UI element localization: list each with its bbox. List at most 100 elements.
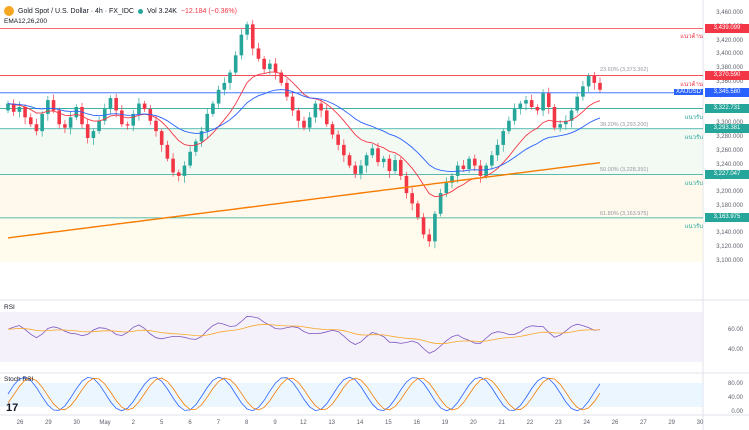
candle[interactable] — [484, 165, 488, 176]
candle[interactable] — [546, 93, 551, 107]
candle[interactable] — [40, 113, 44, 132]
candle[interactable] — [370, 148, 375, 156]
candle[interactable] — [416, 203, 420, 218]
candle[interactable] — [347, 155, 352, 166]
candle[interactable] — [165, 144, 170, 159]
candle[interactable] — [114, 98, 118, 111]
candle[interactable] — [342, 144, 346, 156]
candle[interactable] — [501, 131, 506, 145]
candle[interactable] — [6, 103, 10, 111]
level-price-tag[interactable]: 3,227.047 — [705, 170, 749, 179]
candle[interactable] — [216, 89, 221, 104]
candle[interactable] — [239, 34, 244, 56]
symbol-title[interactable]: Gold Spot / U.S. Dollar · 4h · FX_IDC — [18, 7, 134, 15]
candle[interactable] — [330, 124, 335, 135]
candle[interactable] — [421, 217, 426, 235]
candle[interactable] — [535, 107, 540, 111]
candle[interactable] — [518, 103, 523, 110]
stoch-k-line[interactable] — [7, 376, 601, 412]
candle[interactable] — [438, 193, 443, 214]
candle[interactable] — [279, 72, 284, 83]
candle[interactable] — [512, 109, 517, 121]
candle[interactable] — [131, 113, 136, 126]
candle[interactable] — [598, 82, 602, 90]
candle[interactable] — [524, 100, 528, 104]
candle[interactable] — [63, 124, 67, 128]
candle[interactable] — [307, 117, 312, 128]
candle[interactable] — [381, 158, 386, 163]
candle[interactable] — [296, 110, 301, 121]
stoch-d-line[interactable] — [7, 377, 601, 411]
candle[interactable] — [250, 24, 255, 49]
candle[interactable] — [552, 107, 557, 128]
candle[interactable] — [262, 58, 266, 70]
candle[interactable] — [137, 103, 141, 114]
candle[interactable] — [336, 134, 340, 145]
candle[interactable] — [387, 158, 392, 172]
candle[interactable] — [125, 124, 130, 126]
candle[interactable] — [120, 110, 124, 125]
candle[interactable] — [11, 103, 16, 112]
candle[interactable] — [376, 148, 380, 163]
candle[interactable] — [17, 107, 22, 112]
candle[interactable] — [592, 76, 597, 83]
candle[interactable] — [199, 131, 204, 142]
candle[interactable] — [467, 158, 471, 169]
candle[interactable] — [393, 160, 397, 172]
candle[interactable] — [28, 117, 33, 125]
candle[interactable] — [541, 93, 545, 111]
candle[interactable] — [154, 120, 158, 132]
candle[interactable] — [472, 158, 477, 166]
candle[interactable] — [569, 110, 574, 121]
tradingview-logo[interactable]: 17 — [6, 402, 19, 414]
candle[interactable] — [404, 175, 409, 194]
candle[interactable] — [353, 165, 358, 174]
candle[interactable] — [302, 120, 306, 128]
candle[interactable] — [188, 151, 192, 166]
candle[interactable] — [142, 103, 147, 110]
indicator-legend[interactable]: EMA12,26,200 — [4, 18, 48, 25]
level-price-tag[interactable]: 3,322.731 — [705, 104, 749, 114]
level-price-tag[interactable]: 3,439.099 — [705, 23, 749, 33]
candle[interactable] — [97, 120, 101, 132]
candle[interactable] — [171, 158, 175, 173]
candle[interactable] — [478, 165, 483, 176]
candle[interactable] — [34, 124, 39, 132]
candle[interactable] — [495, 144, 500, 156]
candle[interactable] — [74, 107, 79, 118]
candle[interactable] — [222, 82, 227, 90]
candle[interactable] — [313, 103, 318, 118]
rsi-line[interactable] — [7, 315, 601, 354]
candle[interactable] — [564, 120, 568, 125]
candle[interactable] — [46, 100, 50, 114]
candle[interactable] — [490, 155, 494, 166]
candle[interactable] — [575, 96, 580, 111]
rsi-pane-label[interactable]: RSI — [4, 304, 15, 311]
candle[interactable] — [233, 55, 238, 73]
candle[interactable] — [359, 165, 363, 174]
ema12-line[interactable] — [7, 71, 601, 198]
candle[interactable] — [194, 141, 198, 152]
stoch-pane-label[interactable]: Stoch RSI — [4, 376, 34, 383]
candle[interactable] — [159, 131, 164, 145]
candle[interactable] — [85, 124, 90, 138]
level-price-tag[interactable]: 3,293.381 — [705, 124, 749, 134]
ema26-line[interactable] — [7, 89, 601, 173]
candle[interactable] — [182, 165, 187, 176]
candle[interactable] — [290, 96, 295, 111]
candle[interactable] — [450, 175, 454, 183]
level-price-tag[interactable]: 3,163.975 — [705, 213, 749, 223]
candle[interactable] — [245, 24, 249, 35]
candle[interactable] — [444, 182, 449, 194]
candle[interactable] — [273, 63, 278, 73]
candle[interactable] — [256, 48, 261, 59]
candle[interactable] — [558, 124, 562, 128]
level-price-tag[interactable]: 3,370.590 — [705, 71, 749, 81]
candle[interactable] — [398, 160, 403, 176]
candle[interactable] — [433, 213, 437, 242]
candle[interactable] — [68, 117, 73, 128]
candle[interactable] — [410, 193, 414, 204]
candle[interactable] — [581, 86, 585, 97]
candle[interactable] — [23, 107, 27, 118]
